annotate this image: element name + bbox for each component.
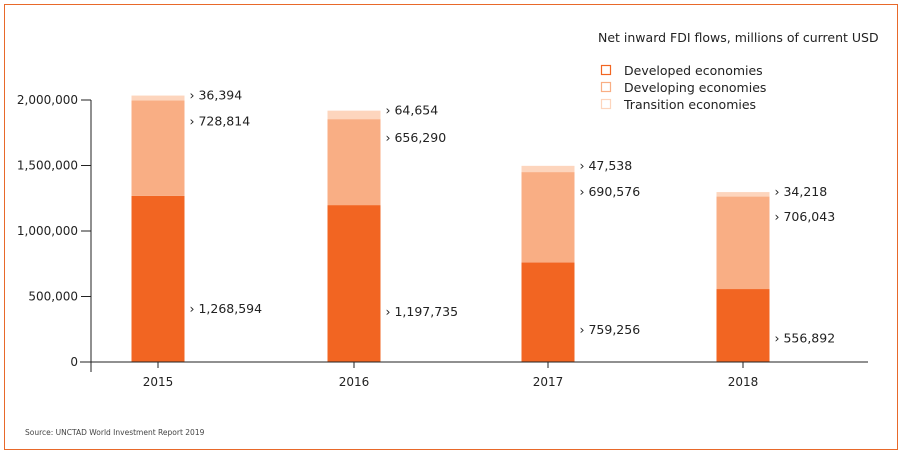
legend-label: Developed economies (624, 63, 763, 78)
y-tick-label: 1,500,000 (17, 159, 78, 173)
data-label: › 759,256 (580, 322, 641, 337)
bar-segment-developed (716, 289, 770, 362)
x-tick-label: 2018 (728, 375, 759, 389)
chart-frame (4, 4, 898, 450)
source-note: Source: UNCTAD World Investment Report 2… (25, 428, 205, 437)
x-ticks-group: 2015 2016 2017 2018 (143, 362, 759, 389)
x-tick-label: 2015 (143, 375, 174, 389)
data-label: › 1,197,735 (386, 304, 459, 319)
data-label: › 556,892 (775, 331, 836, 346)
legend-label: Developing economies (624, 80, 766, 95)
data-label: › 47,538 (580, 158, 633, 173)
data-labels-group: › 1,268,594 › 728,814 › 36,394 › 1,197,735 ›… (190, 88, 836, 346)
data-label: › 34,218 (775, 184, 828, 199)
bar-segment-developed (327, 205, 381, 362)
bar-segment-transition (327, 110, 381, 120)
bar-segment-developing (327, 119, 381, 206)
y-tick-label: 500,000 (28, 290, 78, 304)
bar-segment-transition (716, 192, 770, 197)
y-tick-label: 2,000,000 (17, 93, 78, 107)
axes-group (80, 100, 868, 372)
data-label: › 64,654 (386, 103, 439, 118)
y-ticks-group: 0 500,000 1,000,000 1,500,000 2,000,000 (17, 93, 91, 369)
bar-segment-transition (131, 95, 185, 101)
legend-swatch (600, 64, 612, 76)
bar-segment-developing (716, 196, 770, 290)
legend: Net inward FDI flows, millions of curren… (598, 30, 879, 112)
y-tick-label: 0 (70, 355, 78, 369)
legend-label: Transition economies (623, 97, 756, 112)
bar-segment-developing (131, 100, 185, 196)
bar-segment-developing (521, 172, 575, 263)
data-label: › 728,814 (190, 113, 251, 128)
bar-segment-developed (521, 262, 575, 362)
bar-segment-developed (131, 195, 185, 362)
bar-segment-transition (521, 165, 575, 173)
legend-swatch (600, 81, 612, 93)
legend-swatch (600, 98, 612, 110)
data-label: › 1,268,594 (190, 301, 263, 316)
data-label: › 656,290 (386, 130, 447, 145)
x-tick-label: 2017 (533, 375, 564, 389)
y-tick-label: 1,000,000 (17, 224, 78, 238)
data-label: › 36,394 (190, 88, 243, 103)
x-tick-label: 2016 (339, 375, 370, 389)
bars-group (131, 95, 770, 362)
data-label: › 690,576 (580, 184, 641, 199)
data-label: › 706,043 (775, 209, 836, 224)
chart-title: Net inward FDI flows, millions of curren… (598, 30, 879, 45)
